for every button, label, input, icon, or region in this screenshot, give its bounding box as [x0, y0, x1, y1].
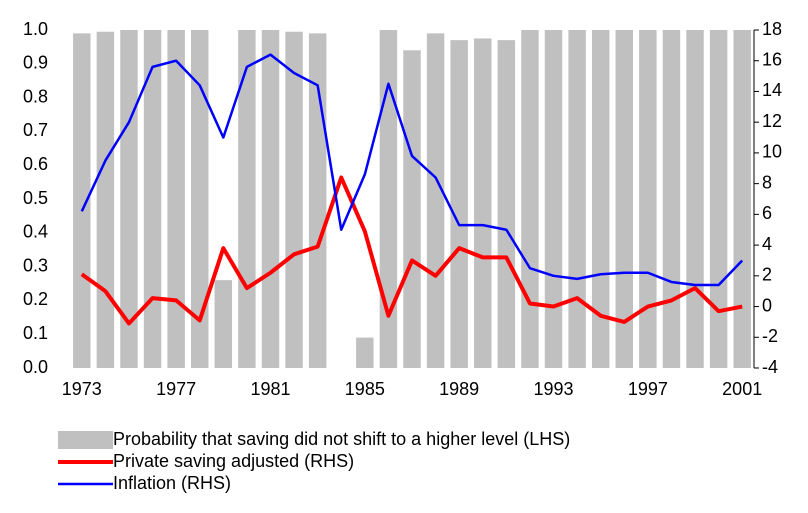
- bar: [709, 30, 728, 368]
- bar: [591, 30, 610, 368]
- bar: [544, 30, 563, 368]
- y-tick-label: 0.5: [23, 188, 48, 208]
- y-tick-label: 0.6: [23, 154, 48, 174]
- bar: [356, 337, 374, 368]
- x-tick-label: 1997: [628, 379, 668, 399]
- line: [80, 53, 744, 287]
- legend-label: Inflation (RHS): [113, 473, 231, 493]
- bar: [285, 31, 303, 368]
- y-tick-label: 0.8: [23, 86, 48, 106]
- x-tick-label: 1977: [156, 379, 196, 399]
- bar: [308, 33, 327, 368]
- y-tick-label: 0.0: [23, 357, 48, 377]
- x-tick-label: 1973: [62, 379, 102, 399]
- bar: [238, 30, 256, 368]
- bar: [733, 30, 751, 368]
- legend-swatch: [58, 431, 113, 449]
- bar: [450, 40, 468, 368]
- bar: [190, 30, 209, 368]
- y2-tick-label: 2: [762, 265, 772, 285]
- y2-tick-label: 18: [762, 19, 782, 39]
- y-tick-label: 0.7: [23, 120, 48, 140]
- bar: [426, 33, 445, 368]
- bar: [403, 50, 421, 368]
- bar: [615, 30, 634, 368]
- y-tick-label: 0.3: [23, 255, 48, 275]
- bar: [662, 30, 681, 368]
- bar: [474, 38, 492, 368]
- legend-label: Probability that saving did not shift to…: [113, 429, 570, 449]
- y2-tick-label: -4: [762, 357, 778, 377]
- y2-tick-label: 10: [762, 142, 782, 162]
- y-tick-label: 0.4: [23, 222, 48, 242]
- line: [80, 175, 743, 326]
- bar: [214, 280, 233, 368]
- bar: [639, 30, 657, 368]
- x-tick-label: 1989: [439, 379, 479, 399]
- y2-tick-label: 6: [762, 203, 772, 223]
- y-tick-label: 0.2: [23, 289, 48, 309]
- bar: [73, 33, 91, 368]
- x-tick-label: 2001: [722, 379, 762, 399]
- y2-tick-label: 4: [762, 234, 772, 254]
- bar: [521, 30, 539, 368]
- bar: [261, 30, 280, 368]
- x-tick-label: 1985: [345, 379, 385, 399]
- x-tick-label: 1993: [533, 379, 573, 399]
- x-tick-label: 1981: [250, 379, 290, 399]
- bar: [379, 30, 398, 368]
- bar: [686, 30, 704, 368]
- y2-tick-label: 0: [762, 295, 772, 315]
- y2-tick-label: 12: [762, 111, 782, 131]
- y-tick-label: 0.1: [23, 323, 48, 343]
- y-tick-label: 1.0: [23, 19, 48, 39]
- bar: [143, 30, 162, 368]
- y2-tick-label: 8: [762, 172, 772, 192]
- y2-tick-label: -2: [762, 326, 778, 346]
- bar: [96, 31, 115, 368]
- y2-tick-label: 16: [762, 49, 782, 69]
- legend-label: Private saving adjusted (RHS): [113, 451, 354, 471]
- bar: [167, 30, 185, 368]
- y-tick-label: 0.9: [23, 53, 48, 73]
- bar: [568, 30, 586, 368]
- bar: [497, 40, 516, 368]
- y2-tick-label: 14: [762, 80, 782, 100]
